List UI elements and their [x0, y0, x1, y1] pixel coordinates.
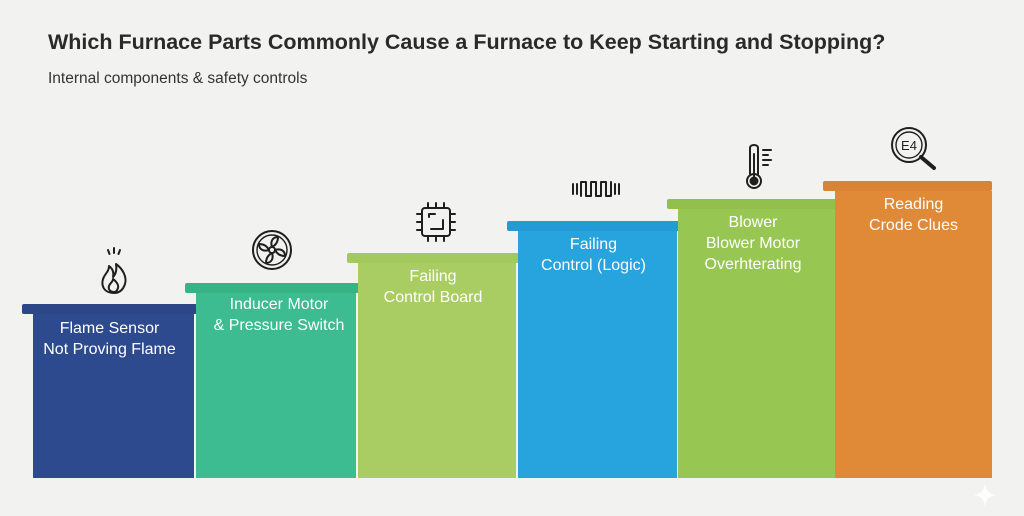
flame-icon: [96, 246, 132, 296]
step-inducer-motor: Inducer Motor & Pressure Switch: [185, 283, 359, 478]
step-label: Failing Control Board: [347, 266, 519, 308]
step-label-line-2: Crode Clues: [869, 217, 958, 234]
error-code-text: E4: [901, 138, 917, 153]
step-bar: [358, 263, 516, 478]
step-cap: [185, 283, 359, 293]
step-label-line-3: Overhterating: [704, 256, 802, 273]
step-label-line-2: Not Proving Flame: [43, 341, 176, 358]
step-cap: [347, 253, 519, 263]
step-label: Reading Crode Clues: [835, 194, 992, 236]
step-cap: [823, 181, 992, 191]
step-label-line-1: Flame Sensor: [59, 320, 160, 337]
step-cap: [22, 304, 197, 314]
error-code-magnifier-icon: E4: [889, 125, 941, 171]
step-label-line-2: Control Board: [383, 289, 483, 306]
step-bar: [518, 231, 677, 478]
step-reading-code-clues: Reading Crode Clues: [823, 181, 992, 478]
step-cap: [667, 199, 839, 209]
step-label: Flame Sensor Not Proving Flame: [22, 318, 197, 360]
step-label-line-2: Blower Motor: [705, 235, 801, 252]
step-label-line-1: Failing: [569, 236, 618, 253]
page-subtitle: Internal components & safety controls: [48, 70, 308, 87]
sparkle-icon: [972, 482, 998, 513]
signal-wave-icon: [571, 174, 621, 204]
step-flame-sensor: Flame Sensor Not Proving Flame: [22, 304, 197, 478]
step-bar: [835, 191, 992, 478]
step-cap: [507, 221, 680, 231]
step-label-line-1: Inducer Motor: [229, 296, 329, 313]
step-label: Failing Control (Logic): [507, 234, 680, 276]
page-title: Which Furnace Parts Commonly Cause a Fur…: [48, 30, 886, 54]
step-label-line-1: Reading: [883, 196, 944, 213]
step-label: Blower Blower Motor Overhterating: [667, 212, 839, 275]
step-bar: [196, 293, 356, 478]
step-label-line-2: Control (Logic): [541, 257, 646, 274]
step-bar: [33, 314, 194, 478]
step-label-line-2: & Pressure Switch: [213, 317, 345, 334]
fan-icon: [250, 228, 294, 272]
step-label-line-1: Blower: [728, 214, 778, 231]
step-blower-motor: Blower Blower Motor Overhterating: [667, 199, 839, 478]
step-control-board: Failing Control Board: [347, 253, 519, 478]
thermometer-icon: [742, 140, 776, 192]
step-label-line-1: Failing: [409, 268, 457, 285]
step-control-logic: Failing Control (Logic): [507, 221, 680, 478]
step-label: Inducer Motor & Pressure Switch: [199, 294, 359, 336]
circuit-chip-icon: [414, 200, 458, 244]
step-bar: [678, 209, 835, 478]
